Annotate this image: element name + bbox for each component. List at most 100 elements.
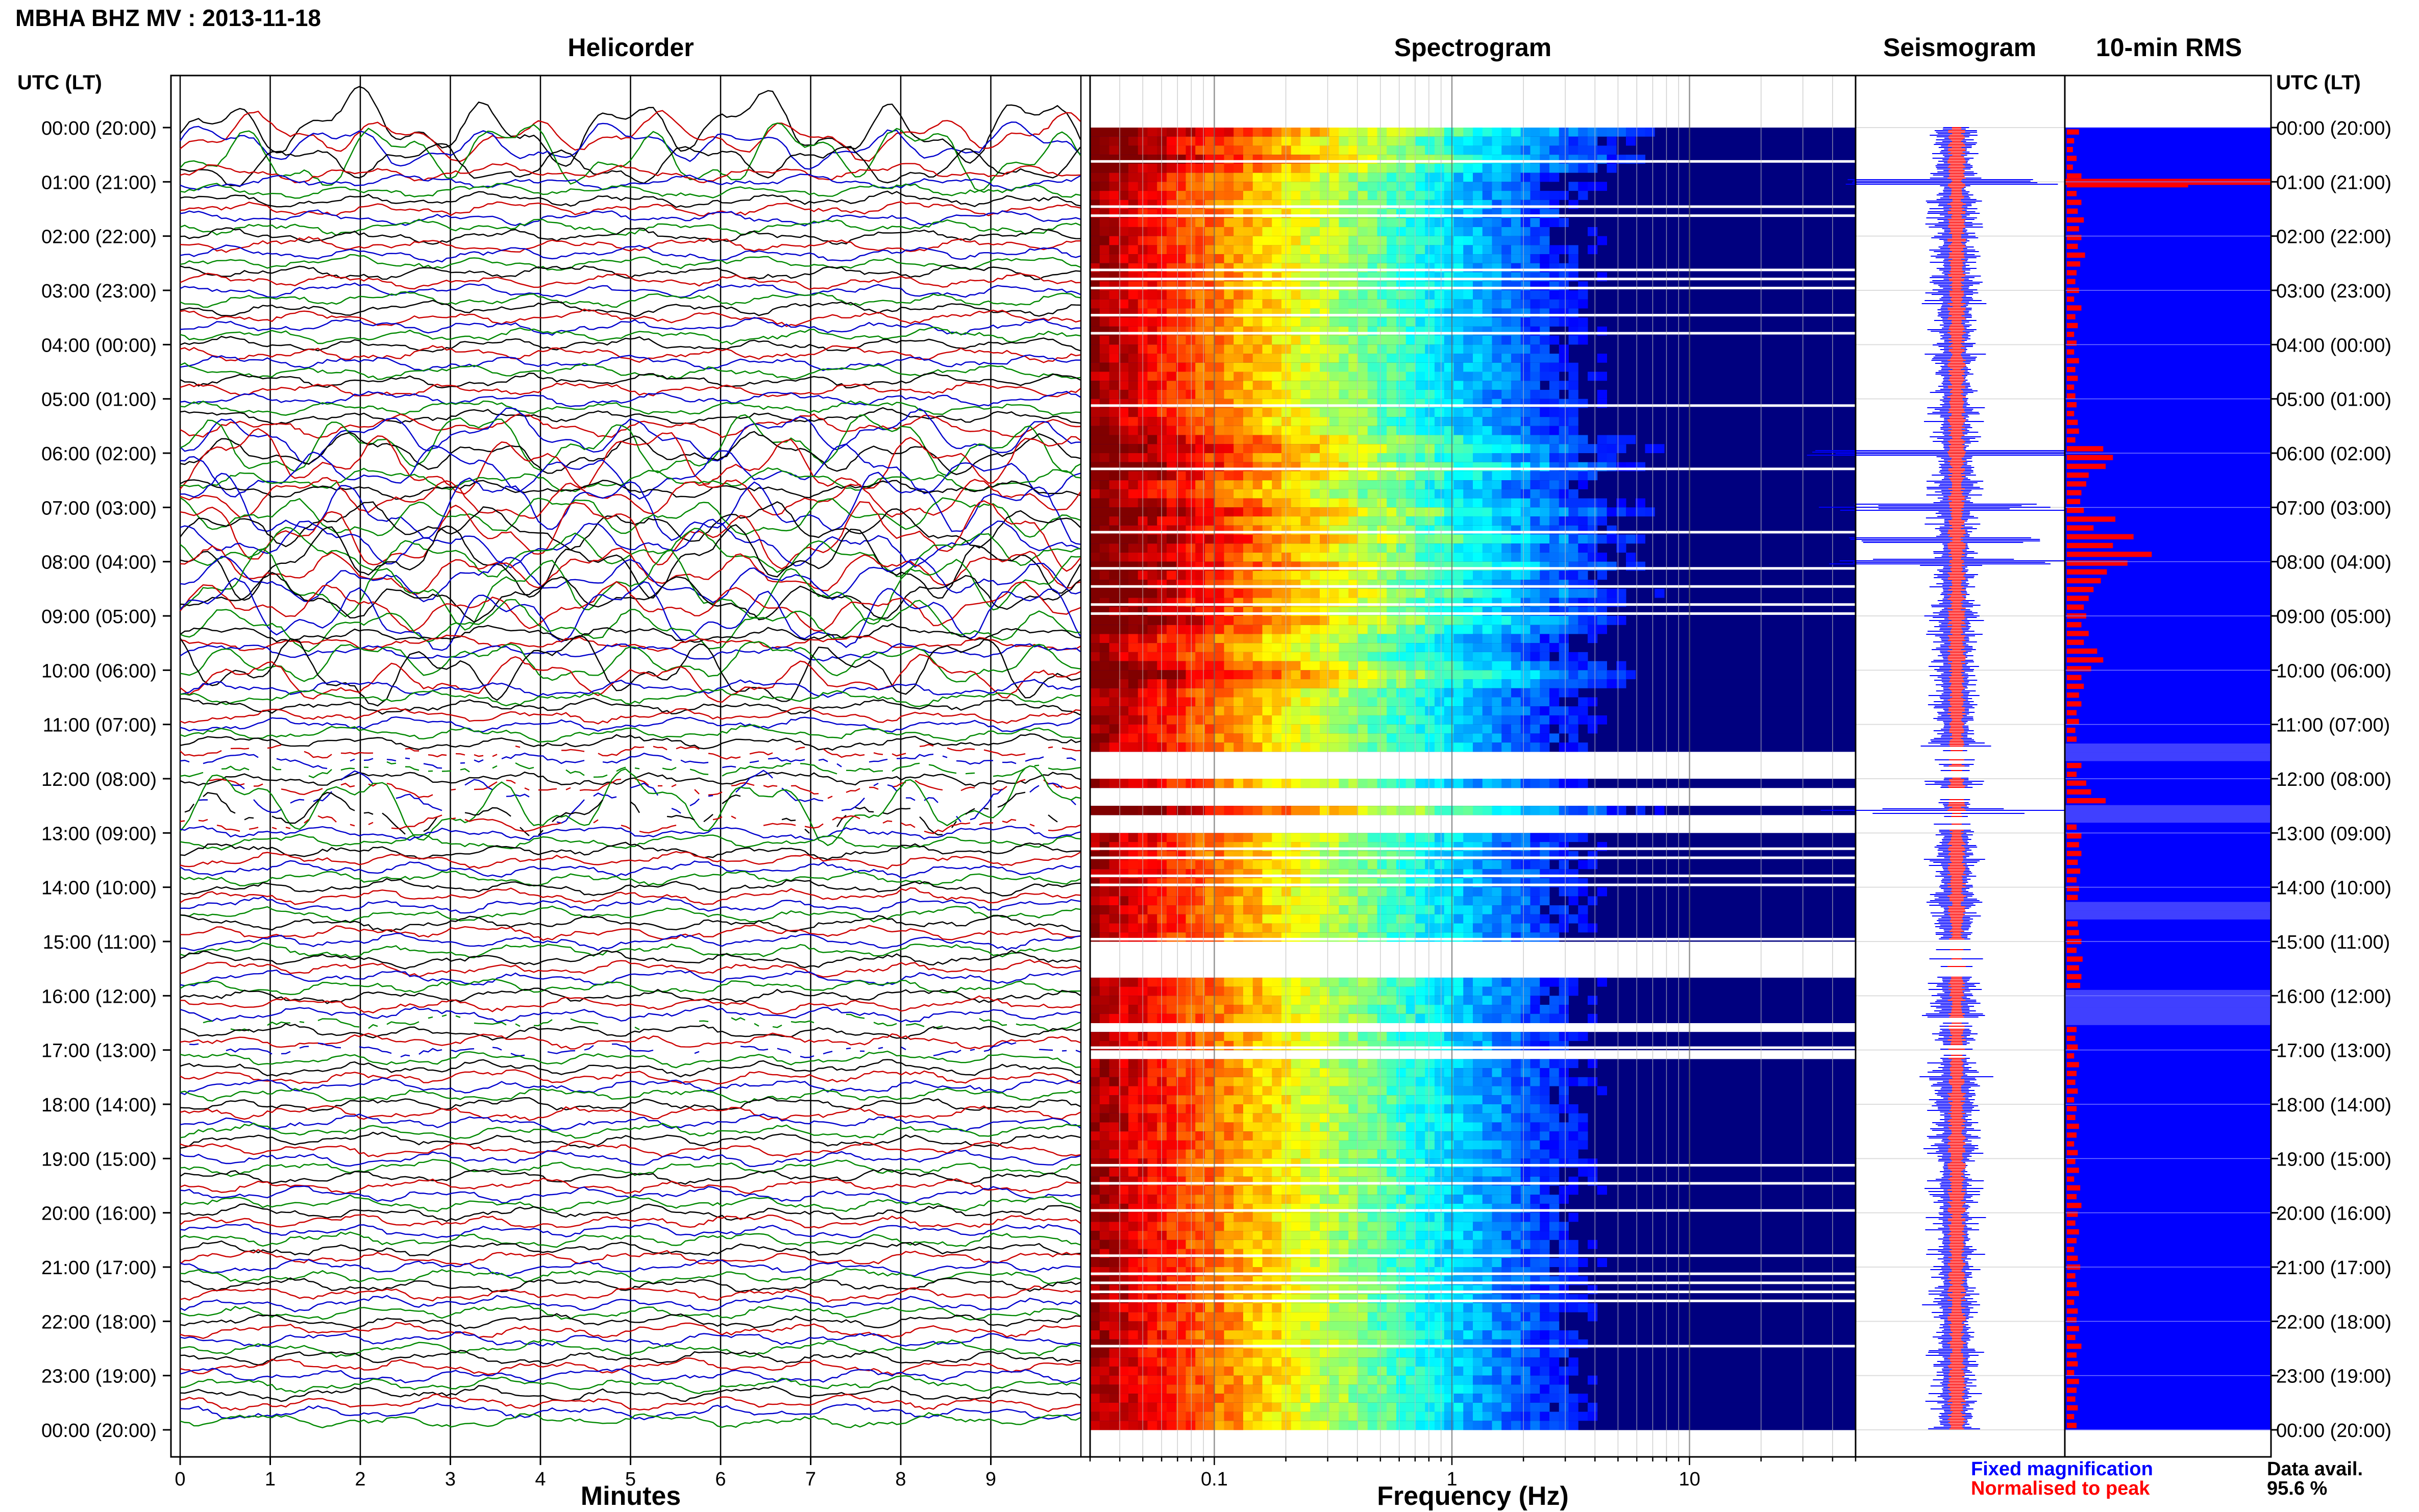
spectrogram-cell [1310,471,1320,481]
spectrogram-cell [1119,625,1129,634]
spectrogram-cell [1358,670,1368,680]
spectrogram-cell [1396,254,1406,264]
spectrogram-cell [1348,354,1359,363]
spectrogram-cell [1090,471,1100,481]
spectrogram-cell [1176,887,1186,897]
spectrogram-cell [1224,996,1234,1005]
spectrogram-cell [1396,588,1406,599]
spectrogram-cell [1214,489,1224,499]
spectrogram-cell [1300,245,1311,255]
spectrogram-cell [1511,688,1521,698]
helicorder-trace [180,1322,1081,1340]
spectrogram-cell [1119,896,1129,906]
spectrogram-cell [1405,371,1416,381]
spectrogram-cell [1262,896,1272,906]
spectrogram-cell [1568,571,1578,580]
spectrogram-cell [1473,616,1483,626]
spectrogram-cell [1310,389,1320,400]
spectrogram-cell [1511,227,1521,237]
spectrogram-cell [1109,408,1119,417]
spectrogram-cell [1262,887,1272,897]
spectrogram-cell [1482,191,1492,201]
spectrogram-cell [1186,806,1196,815]
spectrogram-cell [1415,453,1425,463]
spectrogram-cell [1272,1005,1282,1014]
spectrogram-cell [1090,381,1100,390]
helicorder-trace [180,414,1081,477]
spectrogram-cell [1387,1013,1397,1023]
spectrogram-cell [1186,679,1196,689]
helicorder-trace [180,1268,1081,1284]
spectrogram-cell [1291,588,1301,599]
spectrogram-cell [1243,172,1253,182]
spectrogram-cell [1501,444,1512,454]
spectrogram-cell [1463,254,1473,264]
spectrogram-cell [1090,254,1100,264]
spectrogram-cell [1329,715,1339,725]
spectrogram-cell [1540,688,1550,698]
spectrogram-cell [1099,670,1109,680]
spectrogram-cell [1559,779,1569,788]
spectrogram-cell [1224,516,1234,526]
spectrogram-cell [1511,914,1521,924]
spectrogram-cell [1243,977,1253,987]
spectrogram-cell [1281,860,1292,870]
spectrogram-cell [1214,218,1224,228]
spectrogram-cell [1262,588,1272,599]
spectrogram-cell [1463,362,1473,372]
spectrogram-cell [1090,860,1100,870]
spectrogram-cell [1492,245,1502,255]
spectrogram-cell [1186,408,1196,417]
spectrogram-cell [1320,145,1330,155]
spectrogram-cell [1128,489,1139,499]
spectrogram-cell [1119,661,1129,671]
spectrogram-cell [1119,833,1129,842]
spectrogram-cell [1396,498,1406,508]
spectrogram-cell [1377,1013,1387,1023]
spectrogram-cell [1635,128,1645,137]
spectrogram-cell [1310,833,1320,842]
spectrogram-cell [1090,724,1100,734]
spectrogram-cell [1214,552,1224,562]
spectrogram-cell [1473,652,1483,662]
spectrogram-cell [1128,182,1139,191]
spectrogram-cell [1214,471,1224,481]
spectrogram-cell [1329,833,1339,842]
spectrogram-cell [1320,779,1330,788]
spectrogram-cell [1128,1005,1139,1014]
spectrogram-cell [1387,977,1397,987]
spectrogram-cell [1262,417,1272,427]
spectrogram-cell [1492,905,1502,915]
spectrogram-cell [1233,697,1244,707]
helicorder-trace [180,472,1081,545]
spectrogram-cell [1377,543,1387,553]
spectrogram-cell [1233,128,1244,137]
spectrogram-cell [1473,354,1483,363]
spectrogram-cell [1588,860,1598,870]
spectrogram-cell [1147,354,1157,363]
spectrogram-cell [1530,905,1540,915]
spectrogram-cell [1578,534,1588,544]
spectrogram-cell [1252,860,1263,870]
spectrogram-cell [1415,354,1425,363]
spectrogram-cell [1520,724,1531,734]
spectrogram-cell [1205,905,1215,915]
spectrogram-cell [1520,516,1531,526]
spectrogram-cell [1482,299,1492,309]
spectrogram-cell [1435,923,1445,933]
spectrogram-cell [1214,516,1224,526]
spectrogram-cell [1167,543,1177,553]
spectrogram-cell [1559,977,1569,987]
spectrogram-cell [1339,643,1349,653]
helicorder-trace [180,382,1081,398]
spectrogram-cell [1291,182,1301,191]
spectrogram-cell [1405,733,1416,743]
spectrogram-cell [1243,254,1253,264]
spectrogram-cell [1588,498,1598,508]
spectrogram-cell [1549,507,1560,517]
spectrogram-cell [1415,996,1425,1005]
spectrogram-cell [1559,145,1569,155]
spectrogram-cell [1530,896,1540,906]
spectrogram-cell [1243,389,1253,400]
spectrogram-cell [1501,733,1512,743]
